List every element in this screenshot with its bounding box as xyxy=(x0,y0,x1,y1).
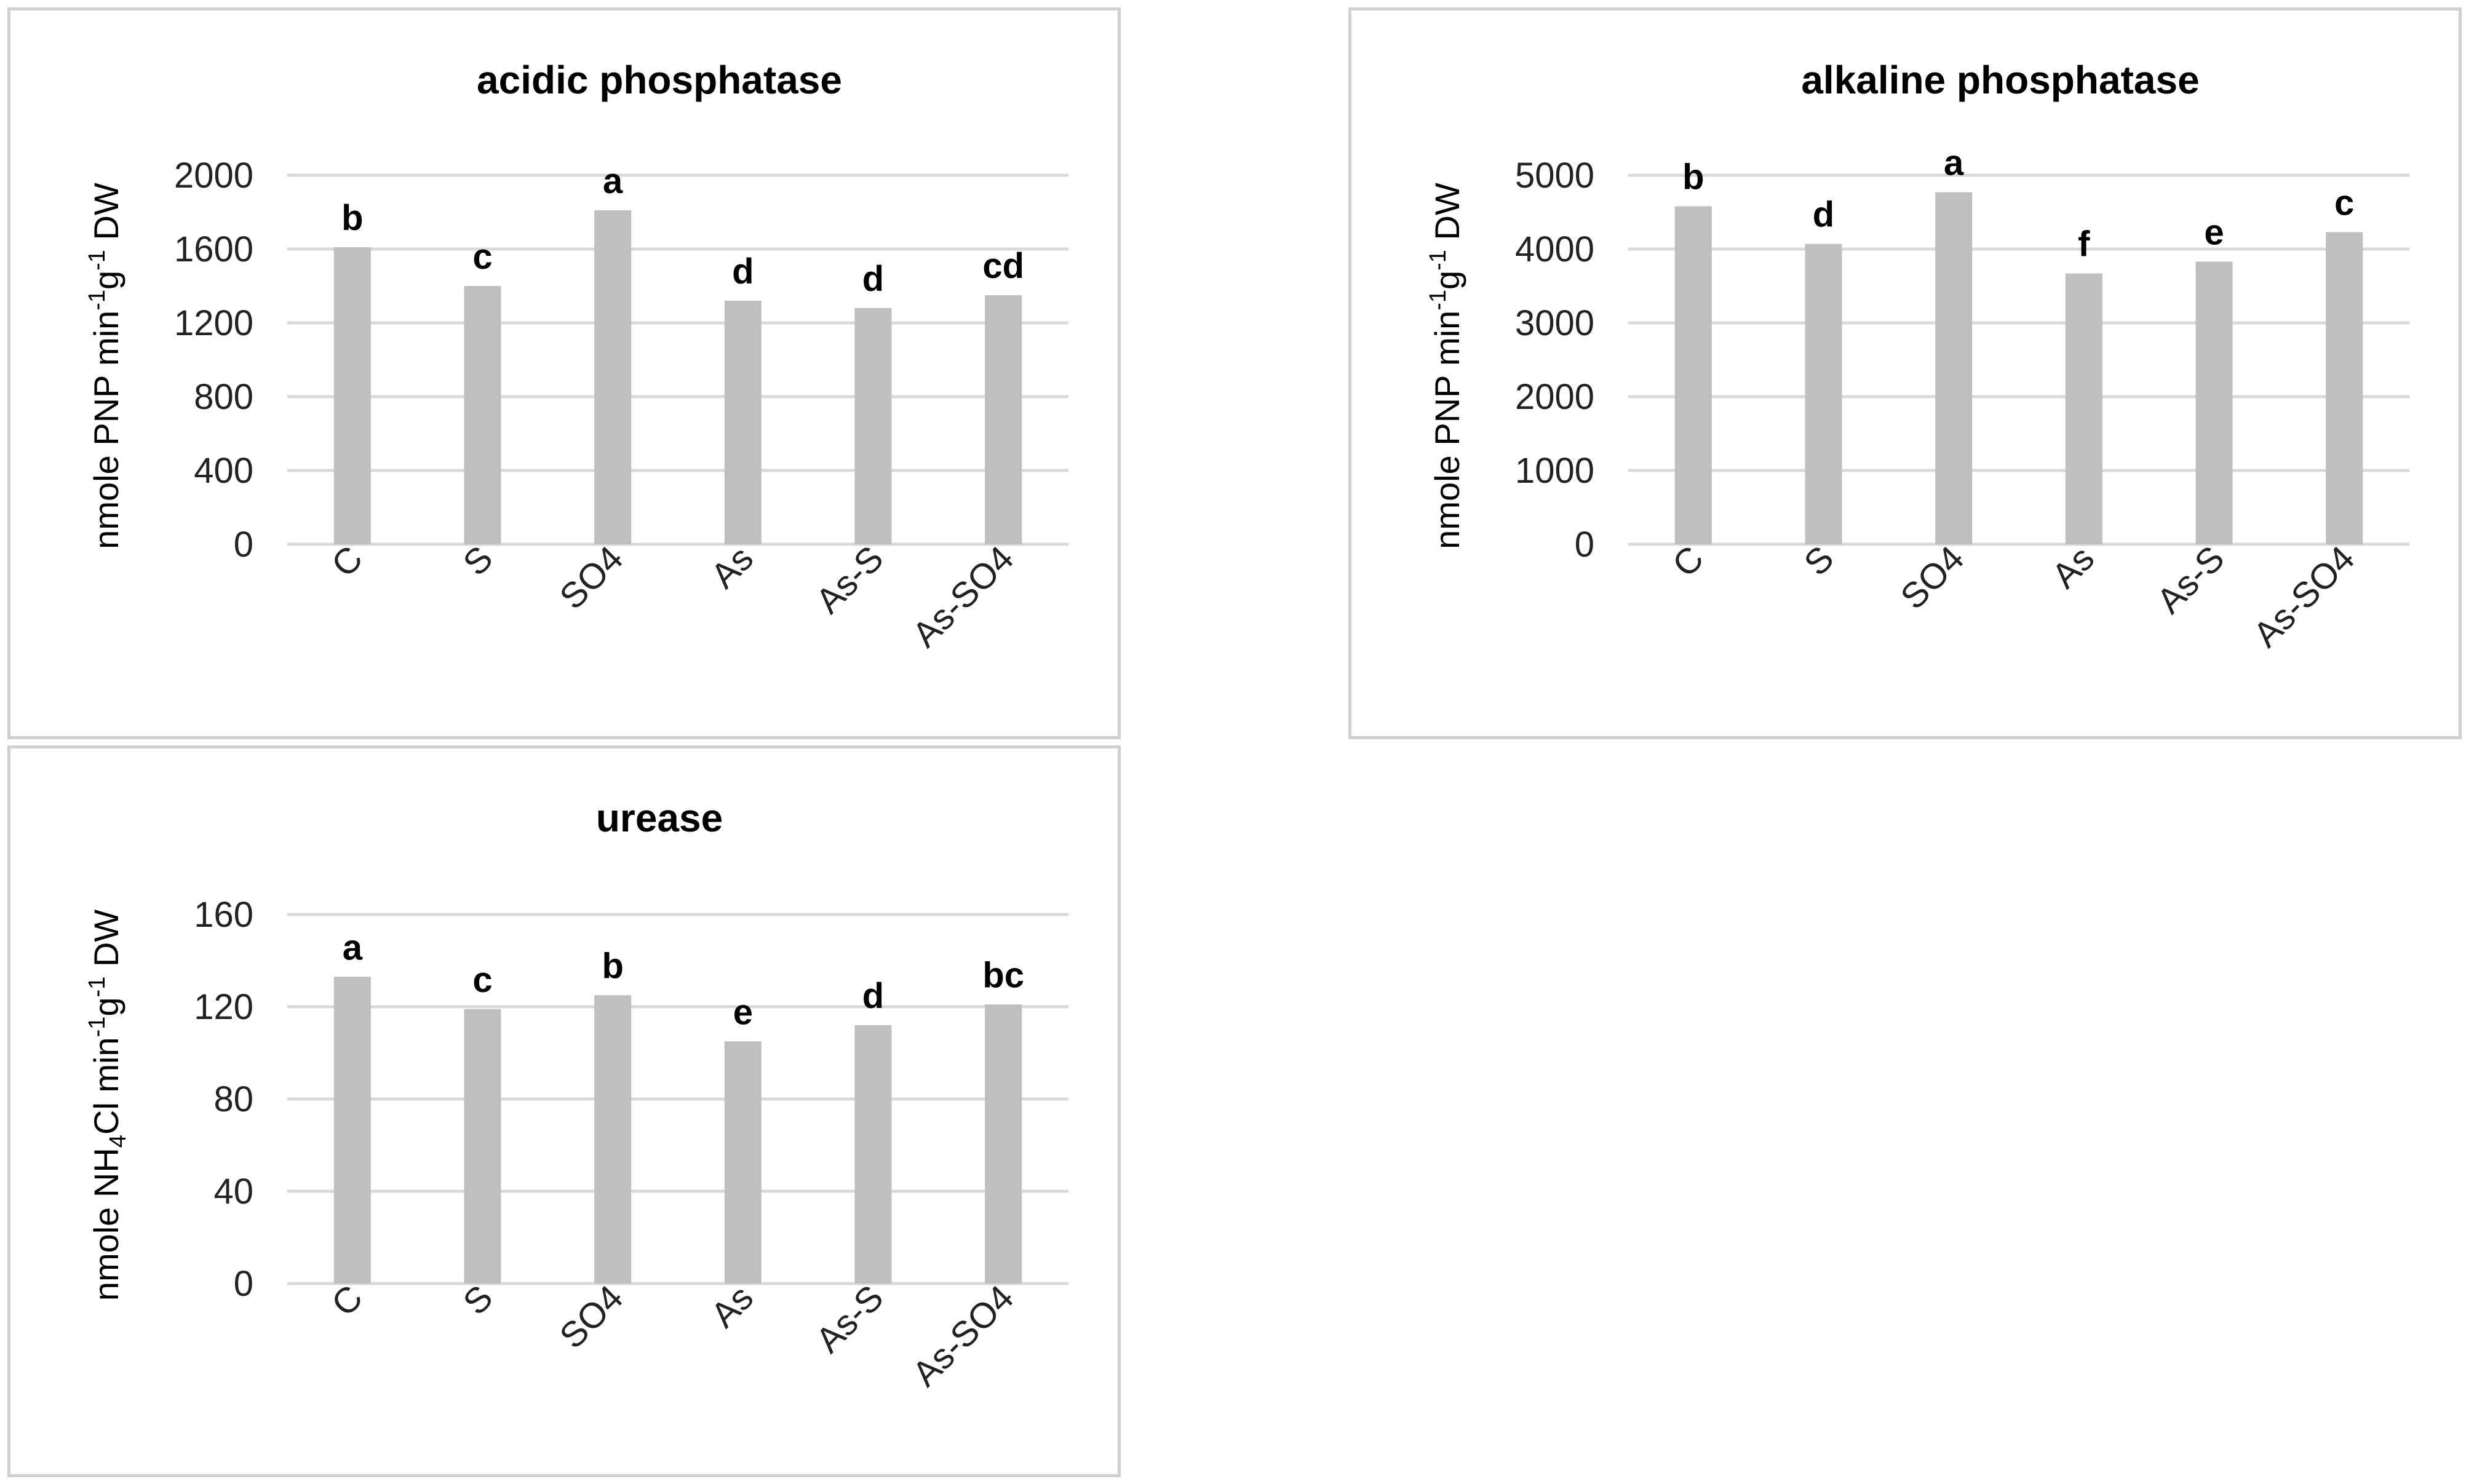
chart-urease: urease 0 40 80 120 160 nmole NH4Cl min-1g-1 DW… xyxy=(7,745,1121,1477)
bar-so4 xyxy=(1935,192,1973,545)
y-tick-label: 1200 xyxy=(174,303,253,343)
y-tick-label: 5000 xyxy=(1515,156,1594,196)
x-tick-label: As-S xyxy=(2149,538,2232,621)
y-tick-label: 40 xyxy=(213,1172,253,1212)
bar-as-s xyxy=(854,1025,892,1284)
bar-as-so4 xyxy=(985,295,1022,544)
significance-letter: a xyxy=(603,161,623,201)
bar-s xyxy=(464,286,501,544)
y-tick-label: 1000 xyxy=(1515,451,1594,491)
y-axis-label: nmole PNP min-1g-1 DW xyxy=(84,183,125,549)
x-tick-label: As-S xyxy=(808,538,891,621)
chart-title: urease xyxy=(596,796,723,840)
significance-letter: d xyxy=(1813,195,1834,235)
x-tick-label: SO4 xyxy=(552,1277,630,1356)
y-tick-label: 1600 xyxy=(174,229,253,269)
y-tick-label: 160 xyxy=(194,895,253,935)
x-tick-label: As-S xyxy=(808,1277,891,1360)
bar-s xyxy=(1805,244,1842,544)
bar-as-so4 xyxy=(985,1004,1022,1284)
significance-letter: b xyxy=(341,198,363,238)
chart-alkaline-phosphatase: alkaline phosphatase 0 1000 2000 3000 4000 500… xyxy=(1348,7,2462,739)
y-tick-label: 0 xyxy=(1575,525,1594,565)
significance-letter: e xyxy=(733,992,753,1032)
x-tick-label: As-SO4 xyxy=(2246,538,2363,655)
bar-as-s xyxy=(854,308,892,544)
urease-plot: urease 0 40 80 120 160 nmole NH4Cl min-1g-1 DW… xyxy=(84,796,1068,1394)
bar-as-so4 xyxy=(2326,232,2363,544)
significance-letter: c xyxy=(2334,183,2354,223)
bar-as xyxy=(2065,273,2102,544)
bar-s xyxy=(464,1009,501,1284)
y-axis-label: nmole NH4Cl min-1g-1 DW xyxy=(84,910,131,1301)
y-tick-label: 0 xyxy=(234,525,253,565)
bar-so4 xyxy=(594,210,632,544)
acidic-phosphatase-plot: acidic phosphatase 0 400 800 1200 1600 2000 nmo… xyxy=(84,58,1068,655)
y-tick-label: 120 xyxy=(194,987,253,1027)
significance-letter: e xyxy=(2204,212,2224,252)
significance-letter: b xyxy=(602,946,623,986)
y-tick-label: 0 xyxy=(234,1264,253,1304)
y-tick-label: 2000 xyxy=(174,156,253,196)
x-tick-label: As xyxy=(703,1277,761,1335)
x-tick-label: SO4 xyxy=(1893,538,1971,617)
significance-letter: a xyxy=(1944,143,1964,183)
significance-letter: c xyxy=(472,237,492,277)
significance-letter: c xyxy=(472,960,492,1000)
significance-letter: a xyxy=(343,927,363,967)
x-tick-label: As xyxy=(2044,538,2102,596)
y-tick-label: 400 xyxy=(194,451,253,491)
x-tick-label: SO4 xyxy=(552,538,630,617)
bar-c xyxy=(333,247,371,544)
y-tick-label: 4000 xyxy=(1515,229,1594,269)
x-tick-label: As xyxy=(703,538,761,596)
bar-c xyxy=(333,977,371,1284)
y-tick-label: 3000 xyxy=(1515,303,1594,343)
bar-so4 xyxy=(594,995,632,1284)
significance-letter: bc xyxy=(982,955,1024,995)
significance-letter: cd xyxy=(982,246,1024,286)
chart-title: alkaline phosphatase xyxy=(1801,58,2199,102)
bar-c xyxy=(1674,206,1712,544)
significance-letter: b xyxy=(1682,157,1704,197)
alkaline-phosphatase-plot: alkaline phosphatase 0 1000 2000 3000 4000 500… xyxy=(1425,58,2409,655)
y-tick-label: 2000 xyxy=(1515,377,1594,417)
bar-as xyxy=(724,301,762,544)
x-tick-label: As-SO4 xyxy=(905,1277,1022,1394)
chart-title: acidic phosphatase xyxy=(477,58,842,102)
significance-letter: d xyxy=(862,259,884,299)
bar-as xyxy=(724,1041,762,1284)
significance-letter: f xyxy=(2078,224,2090,264)
y-axis-label: nmole PNP min-1g-1 DW xyxy=(1425,183,1466,549)
x-tick-label: As-SO4 xyxy=(905,538,1022,655)
significance-letter: d xyxy=(862,976,884,1016)
y-tick-label: 80 xyxy=(213,1079,253,1119)
bar-as-s xyxy=(2195,261,2233,544)
significance-letter: d xyxy=(732,252,754,292)
chart-acidic-phosphatase: acidic phosphatase 0 400 800 1200 1600 2000 nmo… xyxy=(7,7,1121,739)
y-tick-label: 800 xyxy=(194,377,253,417)
